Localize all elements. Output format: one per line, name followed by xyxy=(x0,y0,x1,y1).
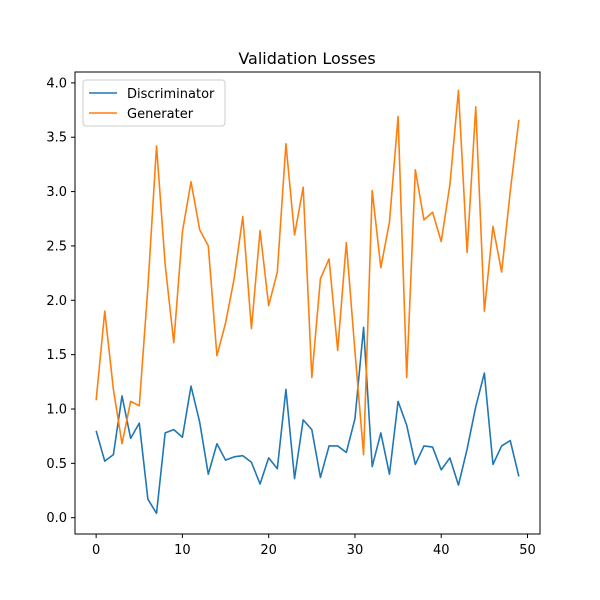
y-tick-label: 4.0 xyxy=(46,76,67,91)
axes-layer: 0 10 20 30 40 50 0.0 0.5 1.0 1.5 2.0 2.5 3.0 3.5 4.0 xyxy=(46,71,541,558)
x-tick-label: 0 xyxy=(92,543,100,558)
y-tick-label: 1.5 xyxy=(46,348,67,363)
x-tick-label: 40 xyxy=(433,543,450,558)
y-tick-label: 2.0 xyxy=(46,294,67,309)
legend-label-generater: Generater xyxy=(127,107,194,122)
x-tick-label: 10 xyxy=(174,543,191,558)
series-line-discriminator xyxy=(95,326,520,515)
x-tick-label: 50 xyxy=(519,543,536,558)
legend-box xyxy=(82,79,226,127)
legend: Discriminator Generater xyxy=(82,79,226,127)
x-tick-label: 20 xyxy=(260,543,277,558)
x-tick-label: 30 xyxy=(347,543,364,558)
chart-title: Validation Losses xyxy=(238,49,375,68)
y-tick-label: 0.0 xyxy=(46,511,67,526)
y-tick-label: 3.0 xyxy=(46,185,67,200)
y-tick-label: 0.5 xyxy=(46,457,67,472)
y-tick-label: 2.5 xyxy=(46,239,67,254)
axes-frame xyxy=(74,71,541,535)
legend-label-discriminator: Discriminator xyxy=(127,87,215,102)
series-line-generater xyxy=(95,89,520,456)
y-tick-label: 3.5 xyxy=(46,131,67,146)
y-tick-label: 1.0 xyxy=(46,402,67,417)
series-layer xyxy=(95,89,520,515)
